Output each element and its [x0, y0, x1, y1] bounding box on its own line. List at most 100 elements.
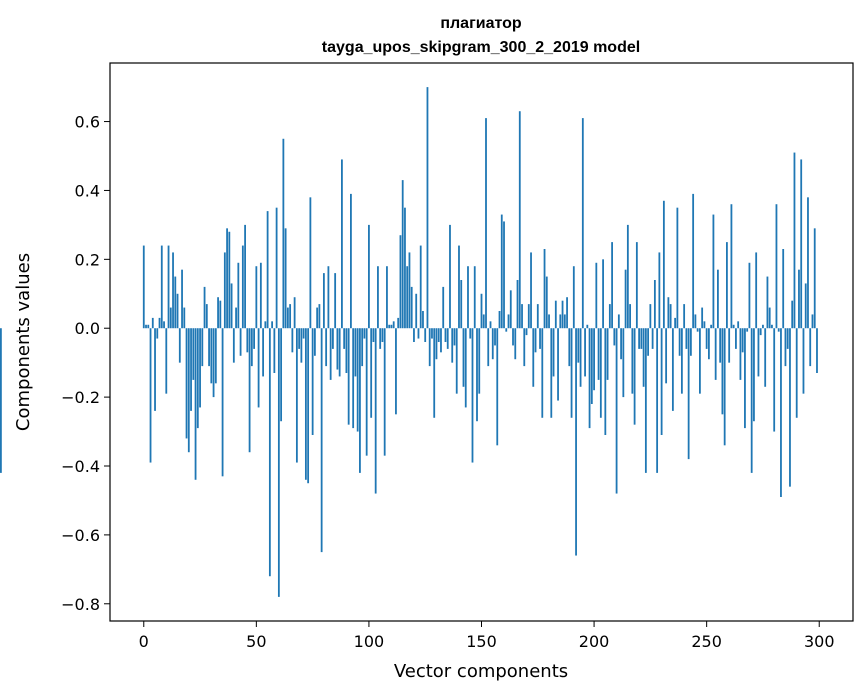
bar-88 [341, 159, 343, 329]
bar-2 [147, 324, 150, 329]
bar-55 [266, 211, 269, 329]
bar-117 [406, 266, 409, 329]
bar-75 [311, 328, 314, 435]
bar-104 [377, 266, 379, 329]
bar-78 [318, 304, 321, 329]
bar-242 [687, 328, 690, 460]
bar-127 [428, 328, 431, 367]
bar-113 [397, 317, 400, 329]
bar-112 [395, 328, 397, 415]
bar-98 [363, 328, 366, 339]
bar-42 [237, 262, 240, 329]
bar-130 [435, 328, 438, 360]
bar-251 [708, 328, 710, 360]
bar-44 [241, 245, 244, 329]
bar-43 [239, 328, 242, 356]
bar-37 [226, 228, 228, 329]
bar-123 [419, 245, 422, 329]
bar-79 [320, 328, 323, 553]
bar-114 [399, 235, 402, 329]
bar-266 [741, 328, 744, 353]
bar-205 [604, 328, 607, 435]
bar-213 [622, 328, 625, 398]
y-tick-label: −0.4 [61, 457, 100, 476]
bar-71 [302, 328, 305, 339]
bar-274 [759, 328, 762, 336]
bar-203 [599, 328, 602, 418]
bar-244 [692, 193, 695, 329]
bar-38 [228, 231, 231, 329]
bar-202 [597, 328, 600, 380]
bar-170 [525, 328, 528, 336]
bar-24 [196, 328, 199, 429]
bar-157 [496, 328, 499, 446]
y-tick-label: −0.8 [61, 595, 100, 614]
bar-237 [676, 207, 679, 329]
bar-243 [689, 328, 692, 356]
bar-191 [572, 266, 575, 329]
bar-219 [635, 242, 638, 329]
bar-281 [775, 204, 778, 329]
y-tick-label: −0.6 [61, 526, 100, 545]
bar-207 [608, 304, 611, 329]
bar-22 [192, 328, 195, 380]
bar-108 [386, 266, 388, 329]
bar-214 [624, 269, 627, 329]
bar-76 [313, 328, 316, 356]
bar-217 [631, 328, 634, 394]
bar-94 [354, 328, 357, 377]
bar-178 [543, 249, 546, 329]
bar-36 [223, 252, 226, 329]
bar-149 [478, 328, 481, 394]
bar-141 [460, 280, 463, 329]
x-tick-label: 150 [466, 632, 497, 651]
bar-298 [813, 228, 816, 329]
bar-184 [557, 328, 559, 401]
bar-271 [753, 328, 755, 422]
bar-54 [264, 321, 267, 329]
y-tick-label: 0.2 [75, 250, 100, 269]
bar-82 [327, 266, 330, 329]
bars [0, 87, 818, 597]
bar-45 [244, 224, 246, 329]
bar-210 [615, 328, 618, 494]
bar-284 [782, 249, 785, 329]
bar-197 [586, 324, 589, 329]
bar-278 [768, 307, 771, 329]
bar-50 [255, 266, 258, 329]
x-axis-label: Vector components [394, 661, 568, 682]
bar-159 [500, 214, 503, 329]
bar-143 [464, 328, 467, 408]
bar-134 [444, 328, 447, 342]
bar-288 [791, 300, 794, 329]
bar-9 [163, 321, 165, 329]
y-axis-ticks: −0.8 −0.6 −0.4 −0.2 0.0 0.2 0.4 0.6 [61, 113, 110, 614]
bar-199 [590, 328, 593, 404]
bar-152 [485, 118, 487, 329]
bar-294 [804, 283, 807, 329]
bar-68 [295, 328, 298, 463]
x-axis-ticks: 0 50 100 150 200 250 300 [139, 621, 835, 651]
bar-155 [491, 328, 494, 360]
bar-61 [280, 328, 283, 422]
bar-16 [178, 328, 181, 363]
bar-135 [446, 328, 449, 349]
bar-7 [158, 317, 161, 329]
bar-63 [284, 228, 287, 329]
bar-261 [730, 204, 733, 329]
bar-200 [593, 328, 595, 391]
bar-40 [232, 328, 235, 363]
bar-198 [588, 328, 591, 429]
bar-70 [300, 328, 303, 363]
bar-81 [325, 328, 328, 367]
bar-4 [151, 317, 154, 329]
bar-192 [575, 328, 577, 556]
bar-263 [735, 328, 737, 349]
bar-89 [343, 328, 346, 349]
bar-15 [176, 293, 179, 329]
bar-204 [602, 259, 604, 329]
bar-137 [451, 328, 454, 363]
bar-160 [503, 221, 505, 329]
bar-230 [660, 328, 663, 435]
bar-168 [521, 304, 523, 329]
